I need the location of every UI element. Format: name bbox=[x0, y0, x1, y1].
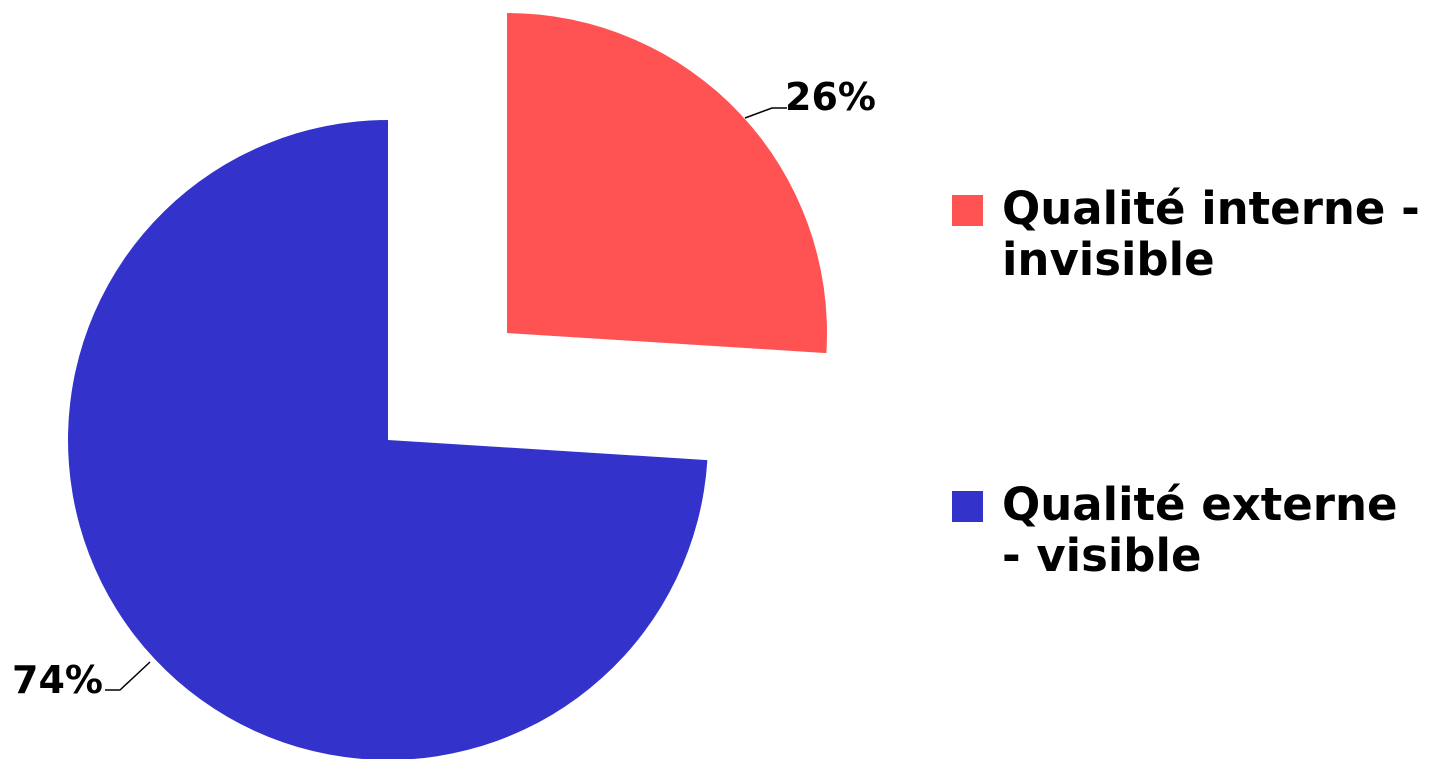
legend-label-qualite-externe: Qualité externe - visible bbox=[1002, 478, 1398, 582]
data-label-qualite-externe: 74% bbox=[12, 658, 103, 702]
legend: Qualité interne - invisible Qualité exte… bbox=[952, 183, 1422, 581]
legend-item-qualite-externe: Qualité externe - visible bbox=[952, 479, 1422, 581]
legend-swatch-qualite-externe bbox=[952, 491, 983, 522]
legend-item-qualite-interne: Qualité interne - invisible bbox=[952, 183, 1422, 285]
leader-line-qualite-interne bbox=[744, 107, 787, 119]
legend-label-qualite-interne: Qualité interne - invisible bbox=[1002, 182, 1420, 286]
leader-line-qualite-externe bbox=[105, 661, 151, 691]
pie-slice-qualite-externe bbox=[67, 120, 708, 760]
legend-swatch-qualite-interne bbox=[952, 195, 983, 226]
pie-slice-qualite-interne bbox=[507, 13, 827, 354]
data-label-qualite-interne: 26% bbox=[785, 75, 876, 119]
